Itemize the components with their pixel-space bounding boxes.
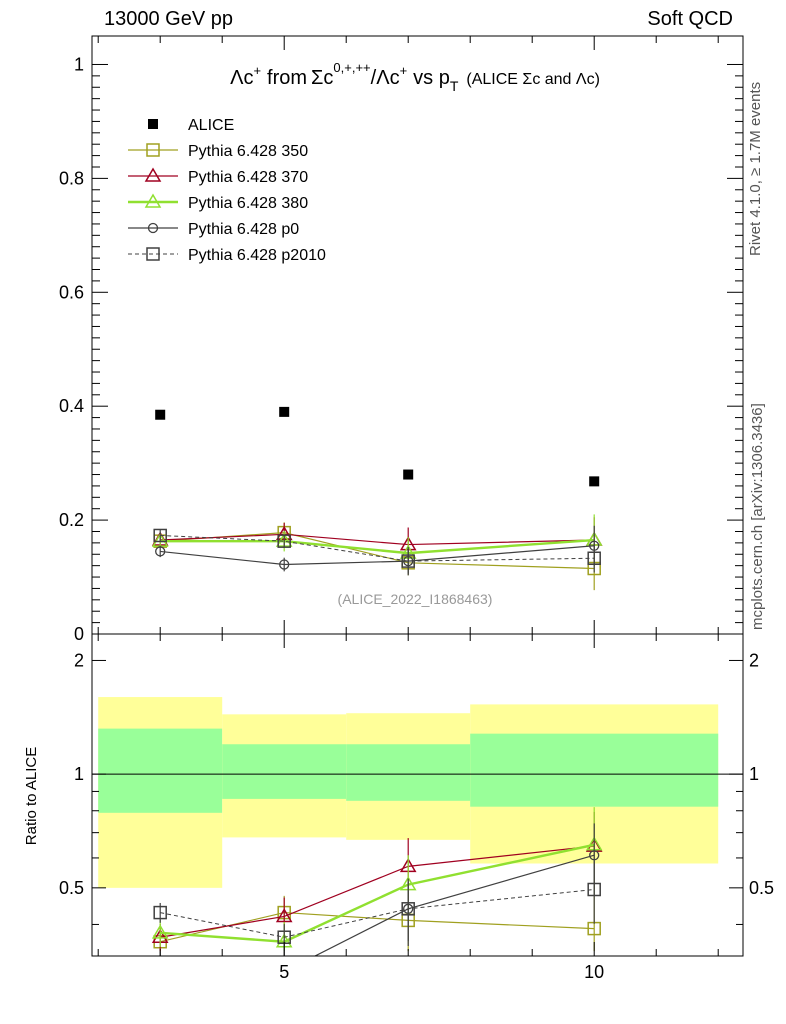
ratio-frame [91,633,744,957]
y-tick-label-ratio-l-0: 0.5 [59,878,84,898]
y-tick-label-main-2: 0.4 [59,396,84,416]
point-pythia-6-428-p2010-3 [587,551,601,566]
point-pythia-6-428-p0-1 [279,559,290,570]
ratio-point-pythia-6-428-380-0 [151,924,169,939]
y-tick-label-main-0: 0 [74,624,84,644]
ratio-line-pythia-6-428-p2010 [160,888,595,938]
ratio-line-pythia-6-428-p0 [313,854,595,956]
y-tick-label-main-4: 0.8 [59,168,84,188]
point-pythia-6-428-p2010-1 [277,534,291,548]
legend-label-pythia-6-428-350: Pythia 6.428 350 [188,143,308,160]
point-pythia-6-428-p2010-0 [153,528,167,543]
x-tick-label-10: 10 [584,962,604,982]
y-tick-label-ratio-l-2: 2 [74,650,84,670]
series-line-pythia-6-428-p0 [160,545,595,566]
ratio-point-pythia-6-428-p0-3 [589,850,600,861]
ratio-band-green-1 [222,744,347,799]
y-tick-label-main-1: 0.2 [59,510,84,530]
ratio-line-pythia-6-428-380 [160,843,595,943]
y-tick-label-main-5: 1 [74,54,84,74]
ratio-band-green-3 [470,733,719,807]
series-line-pythia-6-428-370 [160,533,595,546]
ratio-point-pythia-6-428-370-1 [275,907,293,923]
legend-label-pythia-6-428-p0: Pythia 6.428 p0 [188,221,299,238]
x-tick-label-5: 5 [279,962,289,982]
alice-point-1 [279,406,290,417]
legend-marker-pythia-6-428-p0 [147,222,159,234]
header-right: Soft QCD [647,8,733,30]
legend-label-pythia-6-428-p2010: Pythia 6.428 p2010 [188,247,326,264]
chart-title: Λc+ from Σc0,+,++/Λc+ vs pT (ALICE Σc and Λc… [230,60,600,94]
legend-marker-pythia-6-428-370 [144,167,162,182]
alice-point-2 [403,469,414,480]
legend-marker-pythia-6-428-350 [146,143,160,157]
ratio-band-green-0 [98,728,223,813]
legend-label-pythia-6-428-380: Pythia 6.428 380 [188,195,308,212]
alice-point-3 [589,476,600,487]
header-left: 13000 GeV pp [104,8,233,30]
ratio-band-green-2 [346,744,471,801]
ratio-point-pythia-6-428-p2010-0 [153,905,167,920]
legend-label-pythia-6-428-370: Pythia 6.428 370 [188,169,308,186]
series-line-pythia-6-428-p2010 [160,534,595,562]
alice-point-0 [155,409,166,420]
point-pythia-6-428-p2010-2 [401,554,415,568]
ratio-point-pythia-6-428-p2010-3 [587,882,601,897]
y-tick-label-ratio-l-1: 1 [74,764,84,784]
ratio-y-axis-label: Ratio to ALICE [23,747,40,845]
ratio-point-pythia-6-428-p2010-2 [401,902,415,916]
point-pythia-6-428-p0-0 [155,546,166,557]
ratio-line-pythia-6-428-370 [160,845,595,938]
series-line-pythia-6-428-380 [160,538,595,555]
ratio-point-pythia-6-428-p0-0 [156,997,165,1006]
y-tick-label-ratio-r-1: 1 [749,764,759,784]
legend-marker-pythia-6-428-380 [144,193,162,208]
legend-marker-pythia-6-428-p2010 [146,247,160,261]
y-tick-label-main-3: 0.6 [59,282,84,302]
y-tick-label-ratio-r-0: 0.5 [749,878,774,898]
y-tick-label-ratio-r-2: 2 [749,650,759,670]
analysis-id: (ALICE_2022_I1868463) [338,591,493,607]
legend-marker-alice [148,119,158,129]
legend-label-alice: ALICE [188,117,234,134]
